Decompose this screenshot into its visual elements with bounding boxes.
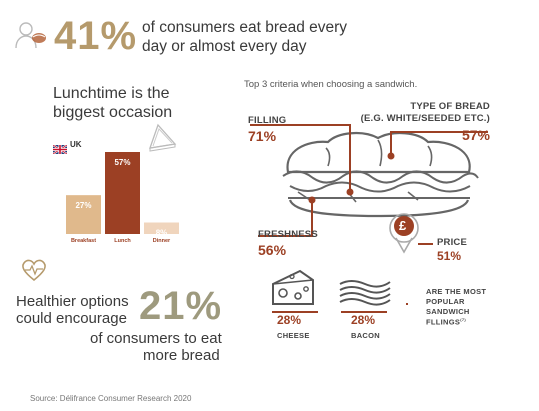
bacon-label: BACON [351, 331, 380, 340]
daily-bread-stat: 41% [54, 14, 138, 58]
pound-symbol: £ [399, 218, 407, 233]
sandwich-triangle-icon [146, 122, 178, 152]
bar-breakfast [66, 195, 101, 234]
lunch-title-line1: Lunchtime is the [53, 85, 170, 102]
cheese-label: CHEESE [277, 331, 310, 340]
healthier-line4: more bread [143, 347, 220, 364]
occasion-bar-chart: 27% Breakfast 57% Lunch 8%Dinner [66, 152, 179, 244]
cheese-value: 28% [277, 313, 302, 327]
sandwich-illustration [250, 124, 488, 254]
price-label: PRICE [437, 237, 468, 248]
healthier-line2: could encourage [16, 310, 127, 327]
region-label: UK [70, 140, 82, 149]
type-value: 57% [461, 127, 490, 143]
filling-label: FILLING [248, 115, 287, 126]
type-label-line1: TYPE OF BREAD [410, 101, 490, 112]
bar-category-label: Dinner [153, 238, 171, 244]
healthier-line3: of consumers to eat [90, 330, 222, 347]
bacon-value: 28% [351, 313, 376, 327]
consumer-icon [14, 20, 48, 50]
cheese-icon [270, 268, 316, 308]
healthier-stat: 21% [139, 284, 223, 328]
fillings-note-line2: POPULAR [426, 297, 465, 306]
type-label-line2: (E.G. WHITE/SEEDED ETC.) [360, 113, 490, 124]
source-note: Source: Délifrance Consumer Research 202… [30, 394, 192, 403]
bar-category-label: Lunch [114, 238, 131, 244]
bacon-underline [341, 311, 387, 313]
criteria-heading: Top 3 criteria when choosing a sandwich. [244, 79, 418, 90]
healthier-line1: Healthier options [16, 293, 129, 310]
bacon-icon [337, 276, 393, 310]
freshness-value: 56% [258, 242, 287, 258]
bar-lunch [105, 152, 140, 234]
heart-icon [20, 258, 48, 282]
fillings-bullet [406, 303, 408, 305]
fillings-note-footnote: (7) [460, 317, 466, 322]
fillings-note-line3: SANDWICH [426, 307, 470, 316]
uk-flag-icon [52, 141, 68, 155]
bar-dinner [144, 222, 179, 234]
cheese-underline [272, 311, 318, 313]
fillings-note-line4: FLLINGS(7) [426, 317, 466, 327]
bar-value-label: 27% [75, 201, 91, 210]
filling-value: 71% [248, 128, 277, 144]
bar-category-label: Breakfast [71, 238, 96, 244]
freshness-label: FRESHNESS [258, 229, 318, 240]
bar-value-label: 8% [156, 228, 168, 237]
daily-bread-text-line1: of consumers eat bread every [142, 19, 348, 36]
daily-bread-text-line2: day or almost every day [142, 38, 307, 55]
price-value: 51% [437, 249, 462, 263]
fillings-note-line1: ARE THE MOST [426, 287, 487, 296]
lunch-title-line2: biggest occasion [53, 104, 173, 121]
bar-value-label: 57% [114, 158, 130, 167]
